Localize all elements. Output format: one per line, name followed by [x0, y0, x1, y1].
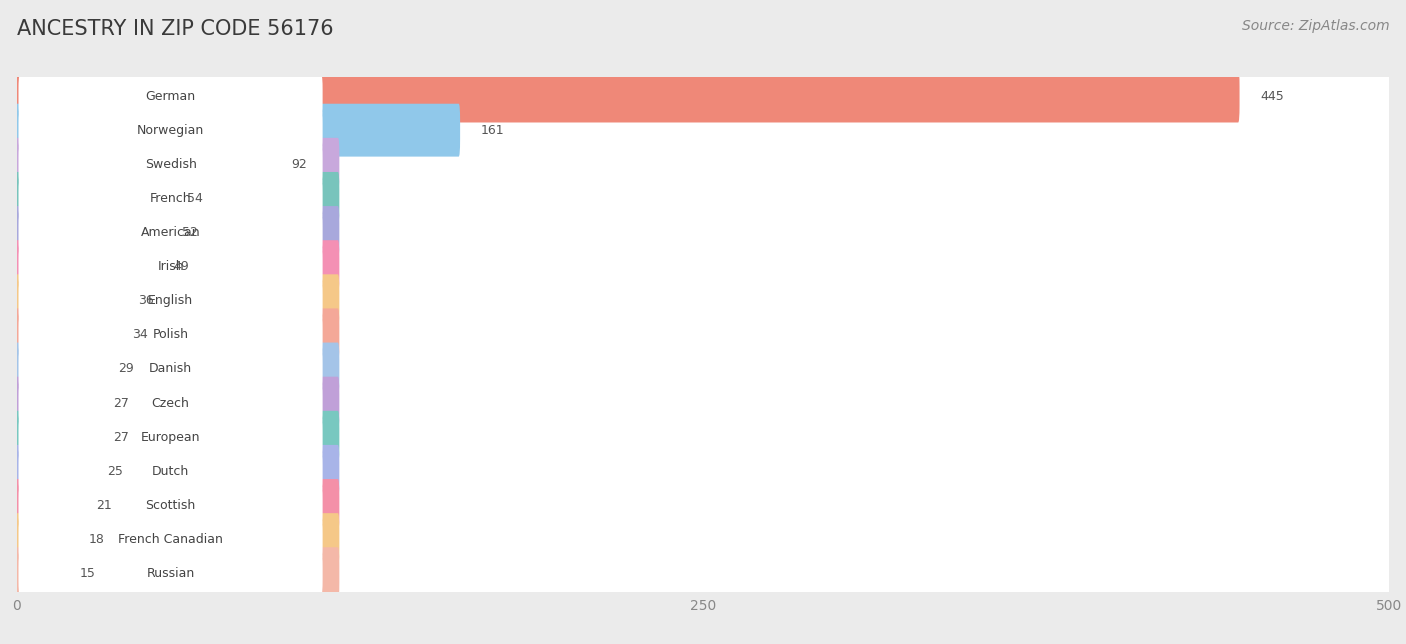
- Text: 34: 34: [132, 328, 148, 341]
- FancyBboxPatch shape: [15, 172, 339, 225]
- FancyBboxPatch shape: [18, 315, 322, 355]
- FancyBboxPatch shape: [18, 554, 322, 594]
- FancyBboxPatch shape: [15, 104, 460, 156]
- FancyBboxPatch shape: [15, 135, 1391, 194]
- Text: German: German: [145, 90, 195, 102]
- FancyBboxPatch shape: [15, 445, 339, 498]
- FancyBboxPatch shape: [15, 101, 1391, 160]
- FancyBboxPatch shape: [15, 138, 339, 191]
- Text: 29: 29: [118, 363, 134, 375]
- Text: Dutch: Dutch: [152, 465, 190, 478]
- FancyBboxPatch shape: [18, 213, 322, 252]
- FancyBboxPatch shape: [15, 547, 339, 600]
- FancyBboxPatch shape: [15, 67, 1391, 126]
- FancyBboxPatch shape: [15, 70, 1240, 122]
- FancyBboxPatch shape: [18, 281, 322, 321]
- Text: 445: 445: [1260, 90, 1284, 102]
- Text: Danish: Danish: [149, 363, 193, 375]
- Text: 25: 25: [107, 465, 124, 478]
- FancyBboxPatch shape: [18, 76, 322, 116]
- FancyBboxPatch shape: [18, 349, 322, 389]
- FancyBboxPatch shape: [15, 274, 339, 327]
- Text: Swedish: Swedish: [145, 158, 197, 171]
- Text: 36: 36: [138, 294, 153, 307]
- Text: 161: 161: [481, 124, 505, 137]
- Text: 18: 18: [89, 533, 104, 546]
- Text: Russian: Russian: [146, 567, 194, 580]
- FancyBboxPatch shape: [18, 417, 322, 457]
- FancyBboxPatch shape: [15, 544, 1391, 603]
- Text: Polish: Polish: [153, 328, 188, 341]
- Text: American: American: [141, 226, 201, 239]
- FancyBboxPatch shape: [15, 374, 1391, 433]
- Text: Czech: Czech: [152, 397, 190, 410]
- FancyBboxPatch shape: [15, 339, 1391, 399]
- Text: ANCESTRY IN ZIP CODE 56176: ANCESTRY IN ZIP CODE 56176: [17, 19, 333, 39]
- FancyBboxPatch shape: [18, 110, 322, 150]
- FancyBboxPatch shape: [15, 476, 1391, 535]
- FancyBboxPatch shape: [18, 486, 322, 526]
- Text: 54: 54: [187, 192, 202, 205]
- Text: 92: 92: [291, 158, 307, 171]
- FancyBboxPatch shape: [15, 411, 339, 464]
- Text: 52: 52: [181, 226, 197, 239]
- FancyBboxPatch shape: [15, 305, 1391, 365]
- Text: 27: 27: [112, 397, 129, 410]
- Text: 15: 15: [80, 567, 96, 580]
- Text: Norwegian: Norwegian: [136, 124, 204, 137]
- FancyBboxPatch shape: [18, 383, 322, 423]
- Text: French: French: [150, 192, 191, 205]
- FancyBboxPatch shape: [15, 240, 339, 293]
- FancyBboxPatch shape: [15, 377, 339, 430]
- FancyBboxPatch shape: [15, 408, 1391, 467]
- FancyBboxPatch shape: [18, 451, 322, 491]
- FancyBboxPatch shape: [15, 343, 339, 395]
- Text: 27: 27: [112, 431, 129, 444]
- FancyBboxPatch shape: [15, 442, 1391, 500]
- FancyBboxPatch shape: [15, 206, 339, 259]
- Text: Source: ZipAtlas.com: Source: ZipAtlas.com: [1241, 19, 1389, 33]
- FancyBboxPatch shape: [18, 144, 322, 184]
- FancyBboxPatch shape: [15, 169, 1391, 228]
- Text: European: European: [141, 431, 200, 444]
- FancyBboxPatch shape: [15, 510, 1391, 569]
- FancyBboxPatch shape: [15, 308, 339, 361]
- FancyBboxPatch shape: [15, 203, 1391, 262]
- Text: Irish: Irish: [157, 260, 184, 273]
- FancyBboxPatch shape: [15, 513, 339, 566]
- Text: 21: 21: [97, 499, 112, 512]
- Text: English: English: [148, 294, 193, 307]
- FancyBboxPatch shape: [15, 479, 339, 532]
- FancyBboxPatch shape: [15, 237, 1391, 296]
- FancyBboxPatch shape: [18, 520, 322, 560]
- FancyBboxPatch shape: [18, 247, 322, 287]
- FancyBboxPatch shape: [15, 271, 1391, 330]
- FancyBboxPatch shape: [18, 178, 322, 218]
- Text: Scottish: Scottish: [145, 499, 195, 512]
- Text: French Canadian: French Canadian: [118, 533, 224, 546]
- Text: 49: 49: [173, 260, 188, 273]
